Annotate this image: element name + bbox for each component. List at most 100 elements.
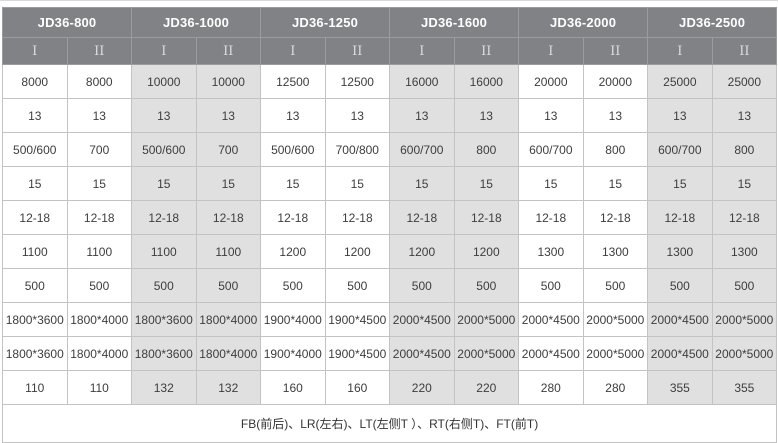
spec-cell: 12-18	[66, 200, 133, 235]
column-subheader: II	[66, 37, 133, 65]
spec-cell: 12-18	[453, 200, 520, 235]
spec-cell: 16000	[453, 64, 520, 99]
spec-row: 1800*3600 1800*4000 1800*3600 1800*4000 1900…	[2, 302, 778, 337]
column-subheader: II	[195, 37, 262, 65]
spec-cell: 110	[2, 370, 68, 405]
spec-cell: 500	[582, 268, 649, 303]
spec-cell: 500	[711, 268, 778, 303]
spec-cell: 1100	[131, 234, 197, 269]
spec-cell: 1100	[195, 234, 262, 269]
footer-row: FB(前后)、LR(左右)、LT(左侧T ）、RT(右侧T)、FT(前T)	[1, 404, 778, 443]
subheader-row: I II I II I II I II I II I II	[2, 37, 778, 65]
spec-cell: 12-18	[195, 200, 262, 235]
spec-cell: 15	[324, 166, 391, 201]
spec-cell: 1100	[66, 234, 133, 269]
spec-cell: 13	[260, 98, 326, 133]
spec-cell: 500/600	[2, 132, 68, 167]
spec-cell: 500	[2, 268, 68, 303]
spec-cell: 12500	[260, 64, 326, 99]
footer-note: FB(前后)、LR(左右)、LT(左侧T ）、RT(右侧T)、FT(前T)	[1, 404, 778, 443]
spec-cell: 500	[453, 268, 520, 303]
spec-cell: 1200	[389, 234, 455, 269]
spec-cell: 13	[453, 98, 520, 133]
spec-cell: 15	[389, 166, 455, 201]
spec-cell: 2000*5000	[582, 302, 649, 337]
spec-cell: 12-18	[711, 200, 778, 235]
spec-cell: 2000*4500	[518, 336, 584, 371]
spec-cell: 20000	[518, 64, 584, 99]
spec-cell: 500	[518, 268, 584, 303]
model-group-header: JD36-1250	[260, 7, 391, 38]
table-body: 8000 8000 10000 10000 12500 12500 16000 16000 20…	[2, 64, 778, 405]
spec-cell: 2000*4500	[647, 302, 713, 337]
spec-cell: 1900*4000	[260, 336, 326, 371]
spec-cell: 2000*5000	[582, 336, 649, 371]
spec-cell: 15	[2, 166, 68, 201]
spec-cell: 1800*3600	[2, 336, 68, 371]
spec-cell: 220	[453, 370, 520, 405]
spec-cell: 500	[131, 268, 197, 303]
spec-cell: 500/600	[260, 132, 326, 167]
model-group-header: JD36-2000	[518, 7, 649, 38]
spec-cell: 15	[647, 166, 713, 201]
column-subheader: I	[2, 37, 68, 65]
spec-cell: 13	[66, 98, 133, 133]
column-subheader: II	[453, 37, 520, 65]
spec-cell: 280	[582, 370, 649, 405]
spec-cell: 12-18	[647, 200, 713, 235]
spec-cell: 15	[195, 166, 262, 201]
table-footer: FB(前后)、LR(左右)、LT(左侧T ）、RT(右侧T)、FT(前T)	[1, 404, 778, 443]
model-group-header: JD36-1600	[389, 7, 520, 38]
column-subheader: I	[260, 37, 326, 65]
spec-cell: 2000*4500	[389, 302, 455, 337]
spec-row: 1100 1100 1100 1100 1200 1200 1200 1200 1300 1300…	[2, 234, 778, 269]
spec-cell: 1200	[324, 234, 391, 269]
spec-cell: 1800*4000	[66, 302, 133, 337]
spec-cell: 1200	[260, 234, 326, 269]
spec-row: 500/600 700 500/600 700 500/600 700/800 600/70…	[2, 132, 778, 167]
spec-cell: 12-18	[260, 200, 326, 235]
spec-cell: 13	[518, 98, 584, 133]
column-subheader: II	[711, 37, 778, 65]
spec-cell: 1800*4000	[66, 336, 133, 371]
spec-cell: 355	[647, 370, 713, 405]
model-group-header: JD36-1000	[131, 7, 262, 38]
spec-cell: 12-18	[582, 200, 649, 235]
spec-cell: 8000	[2, 64, 68, 99]
spec-cell: 280	[518, 370, 584, 405]
spec-cell: 500	[260, 268, 326, 303]
model-group-header: JD36-2500	[647, 7, 778, 38]
spec-cell: 1800*3600	[131, 302, 197, 337]
spec-cell: 800	[453, 132, 520, 167]
spec-cell: 1300	[711, 234, 778, 269]
spec-cell: 10000	[195, 64, 262, 99]
spec-cell: 160	[324, 370, 391, 405]
spec-cell: 220	[389, 370, 455, 405]
spec-cell: 1900*4000	[260, 302, 326, 337]
table-header: JD36-800 JD36-1000 JD36-1250 JD36-1600 JD36-…	[1, 7, 778, 65]
spec-cell: 160	[260, 370, 326, 405]
spec-cell: 13	[324, 98, 391, 133]
spec-cell: 1200	[453, 234, 520, 269]
spec-cell: 12500	[324, 64, 391, 99]
spec-cell: 700/800	[324, 132, 391, 167]
spec-cell: 12-18	[518, 200, 584, 235]
spec-cell: 10000	[131, 64, 197, 99]
spec-cell: 13	[647, 98, 713, 133]
column-subheader: I	[131, 37, 197, 65]
spec-cell: 1800*4000	[195, 302, 262, 337]
spec-cell: 700	[195, 132, 262, 167]
column-subheader: I	[518, 37, 584, 65]
spec-cell: 1800*4000	[195, 336, 262, 371]
column-subheader: II	[582, 37, 649, 65]
spec-cell: 8000	[66, 64, 133, 99]
spec-cell: 600/700	[647, 132, 713, 167]
spec-cell: 20000	[582, 64, 649, 99]
top-divider	[0, 0, 778, 1]
column-subheader: II	[324, 37, 391, 65]
spec-cell: 500	[647, 268, 713, 303]
spec-row: 500 500 500 500 500 500 500 500 500 500 500 500	[2, 268, 778, 303]
spec-cell: 1800*3600	[131, 336, 197, 371]
spec-cell: 2000*5000	[711, 336, 778, 371]
column-subheader: I	[647, 37, 713, 65]
